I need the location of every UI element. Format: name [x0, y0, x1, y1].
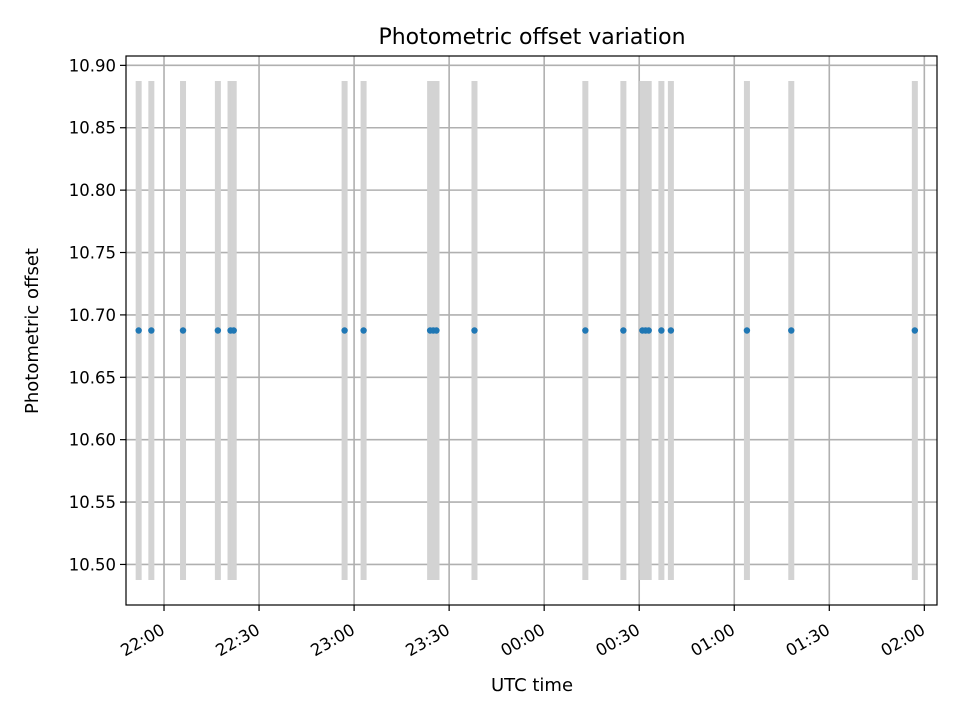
data-point — [620, 327, 627, 334]
y-axis-ticks: 10.50 10.55 10.60 10.65 10.70 10.75 10.80 10.85… — [69, 56, 126, 574]
data-point — [341, 327, 348, 334]
data-point — [179, 327, 187, 334]
data-point — [471, 327, 478, 334]
data-point — [582, 327, 589, 334]
chart-title: Photometric offset variation — [378, 25, 685, 50]
x-axis-label: UTC time — [491, 675, 573, 696]
data-point — [788, 327, 795, 334]
y-tick-label: 10.60 — [69, 431, 116, 450]
data-point — [658, 327, 665, 334]
y-tick-label: 10.55 — [69, 493, 116, 512]
y-tick-label: 10.65 — [69, 368, 116, 387]
data-point — [135, 327, 142, 334]
y-tick-label: 10.85 — [69, 119, 116, 138]
y-tick-label: 10.70 — [69, 306, 116, 325]
data-point — [433, 327, 440, 334]
data-point — [360, 327, 367, 334]
data-points — [135, 327, 919, 334]
y-tick-label: 10.90 — [69, 56, 116, 75]
data-point — [645, 327, 652, 334]
y-tick-label: 10.50 — [69, 555, 116, 574]
plot-frame — [125, 55, 938, 606]
y-tick-label: 10.80 — [69, 181, 116, 200]
data-point — [911, 327, 919, 334]
data-point — [667, 327, 675, 334]
data-point — [230, 327, 237, 334]
grid — [126, 56, 937, 605]
y-tick-label: 10.75 — [69, 244, 116, 263]
data-point — [148, 327, 155, 334]
data-point — [214, 327, 222, 334]
y-axis-label: Photometric offset — [22, 248, 43, 414]
data-point — [743, 327, 751, 334]
